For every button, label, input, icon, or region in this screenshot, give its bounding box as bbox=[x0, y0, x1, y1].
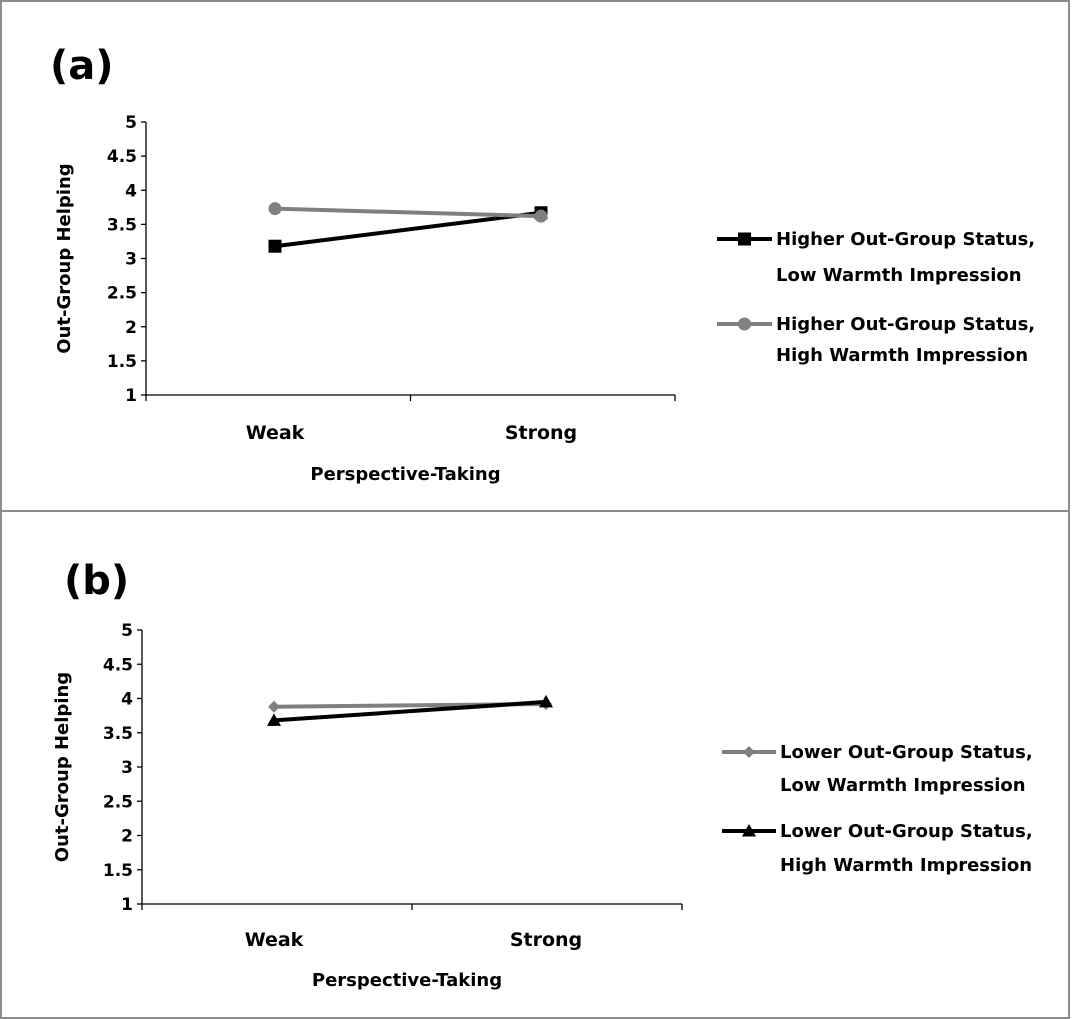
y-axis-title: Out-Group Helping bbox=[52, 672, 73, 862]
legend-marker bbox=[742, 824, 756, 837]
legend-entry-2: Lower Out-Group Status, High Warmth Impre… bbox=[722, 821, 1033, 876]
y-tick-label: 3.5 bbox=[103, 724, 133, 744]
x-tick-label-strong: Strong bbox=[510, 929, 582, 951]
legend-label-line-2: Low Warmth Impression bbox=[780, 775, 1026, 796]
y-tick-label: 4.5 bbox=[103, 655, 133, 675]
legend-marker bbox=[738, 317, 751, 331]
x-axis-title: Perspective-Taking bbox=[312, 970, 502, 991]
y-tick-label: 2.5 bbox=[107, 284, 137, 304]
legend-label-line-1: Lower Out-Group Status, bbox=[780, 742, 1033, 763]
y-tick-label: 1 bbox=[121, 895, 133, 915]
y-tick-label: 4 bbox=[121, 690, 133, 710]
legend-marker bbox=[743, 746, 755, 758]
legend-entry-1: Higher Out-Group Status, Low Warmth Impre… bbox=[717, 229, 1035, 286]
y-tick-label: 3 bbox=[125, 250, 137, 270]
series-b-2 bbox=[267, 694, 553, 726]
data-point bbox=[539, 694, 553, 708]
x-axis-title: Perspective-Taking bbox=[310, 464, 500, 485]
series-a-2 bbox=[268, 202, 548, 223]
data-point bbox=[267, 713, 281, 726]
data-point bbox=[268, 202, 282, 216]
y-tick-label: 2 bbox=[125, 318, 137, 338]
x-tick-label-strong: Strong bbox=[505, 422, 577, 444]
y-tick-label: 5 bbox=[121, 621, 133, 641]
y-tick-label: 5 bbox=[125, 113, 137, 133]
y-axis-title: Out-Group Helping bbox=[54, 163, 75, 353]
legend-entry-2: Higher Out-Group Status, High Warmth Impr… bbox=[717, 314, 1035, 366]
legend-label-line-1: Higher Out-Group Status, bbox=[776, 314, 1035, 335]
y-tick-label: 3 bbox=[121, 758, 133, 778]
legend-label-line-1: Lower Out-Group Status, bbox=[780, 821, 1033, 842]
data-point bbox=[268, 700, 280, 713]
x-tick-label-weak: Weak bbox=[245, 929, 304, 951]
y-tick-label: 1.5 bbox=[107, 352, 137, 372]
x-tick-label-weak: Weak bbox=[246, 422, 305, 444]
chart-a-svg: (a) 1 1.5 2 2.5 3 3.5 4 4.5 5 Weak StrongPerspectiv… bbox=[50, 43, 1035, 485]
series-line bbox=[273, 699, 547, 723]
y-tick-label: 4.5 bbox=[107, 147, 137, 167]
legend-entry-1: Lower Out-Group Status, Low Warmth Impres… bbox=[722, 742, 1033, 796]
y-tick-label: 3.5 bbox=[107, 215, 137, 235]
legend-label-line-2: High Warmth Impression bbox=[780, 855, 1032, 876]
legend-label-line-2: Low Warmth Impression bbox=[776, 265, 1022, 286]
chart-b-svg: (b) 1 1.5 2 2.5 3 3.5 4 4.5 5 Weak Strong Perspectiv… bbox=[52, 558, 1033, 991]
legend-label-line-1: Higher Out-Group Status, bbox=[776, 229, 1035, 250]
legend-marker bbox=[738, 232, 751, 246]
data-point bbox=[268, 239, 282, 253]
y-tick-label: 4 bbox=[125, 181, 137, 201]
chart-panel-b: (b) 1 1.5 2 2.5 3 3.5 4 4.5 5 Weak Strong Perspectiv… bbox=[0, 510, 1070, 1019]
y-tick-label: 1.5 bbox=[103, 861, 133, 881]
series-line bbox=[274, 210, 542, 249]
legend-label-line-2: High Warmth Impression bbox=[776, 345, 1028, 366]
panel-label-b: (b) bbox=[64, 558, 129, 604]
chart-panel-a: (a) 1 1.5 2 2.5 3 3.5 4 4.5 5 Weak Strong Perspectiv… bbox=[0, 0, 1070, 512]
series-line bbox=[274, 206, 542, 219]
data-point bbox=[534, 209, 548, 223]
panel-label-a: (a) bbox=[50, 43, 114, 89]
y-tick-label: 2.5 bbox=[103, 792, 133, 812]
y-tick-label: 2 bbox=[121, 827, 133, 847]
y-tick-label: 1 bbox=[125, 386, 137, 406]
